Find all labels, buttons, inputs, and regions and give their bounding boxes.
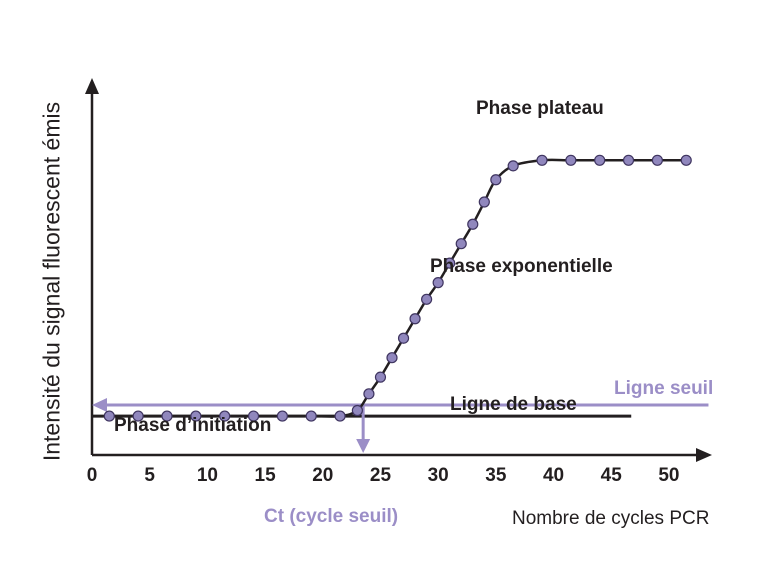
data-point (444, 257, 456, 269)
data-point (305, 410, 317, 422)
data-point (455, 238, 467, 250)
ct-arrow (356, 439, 371, 453)
x-tick-label: 15 (255, 465, 277, 486)
x-tick-label: 25 (370, 465, 392, 486)
data-point (467, 218, 479, 230)
data-point (680, 154, 692, 166)
x-tick-label: 10 (197, 465, 218, 486)
data-point (190, 410, 202, 422)
x-tick-label: 5 (144, 465, 155, 486)
x-tick-label: 20 (312, 465, 333, 486)
data-point (363, 388, 375, 400)
data-point (219, 410, 231, 422)
data-point (351, 404, 363, 417)
data-point (374, 371, 387, 383)
data-point (386, 352, 398, 364)
data-point (247, 410, 260, 422)
data-point (132, 410, 144, 422)
x-tick-label: 50 (658, 465, 679, 486)
x-tick-labels: 0 5 10 15 20 25 30 35 40 45 50 (87, 465, 680, 486)
data-point (478, 196, 490, 208)
data-point (622, 154, 635, 166)
baseline-label: Ligne de base (450, 394, 577, 415)
data-point (507, 160, 519, 172)
x-tick-label: 35 (485, 465, 507, 486)
data-point (490, 174, 502, 186)
data-point (421, 293, 433, 305)
data-point (334, 410, 346, 422)
data-point (409, 313, 421, 325)
data-point (161, 410, 173, 422)
data-point (397, 332, 410, 344)
y-axis-label: Intensité du signal fluorescent émis (38, 101, 65, 462)
x-axis-label: Nombre de cycles PCR (512, 508, 710, 529)
threshold-line (92, 397, 709, 453)
amplification-curve (109, 158, 687, 418)
x-tick-label: 40 (543, 465, 564, 486)
x-tick-label: 0 (87, 465, 98, 486)
data-point (594, 154, 606, 166)
data-points (103, 154, 692, 422)
exponential-phase-label: Phase exponentielle (430, 256, 613, 277)
data-point (536, 154, 548, 166)
data-point (432, 277, 444, 289)
x-tick-label: 30 (428, 465, 449, 486)
initiation-phase-label: Phase d’initiation (114, 415, 272, 436)
threshold-line-label: Ligne seuil (614, 378, 714, 399)
data-point (103, 410, 115, 422)
y-axis-arrow (85, 78, 99, 94)
curve-path (109, 158, 687, 418)
data-point (276, 410, 288, 422)
data-point (565, 154, 577, 166)
axes (85, 78, 712, 462)
x-axis-arrow (696, 448, 712, 462)
ct-label: Ct (cycle seuil) (264, 506, 399, 527)
plateau-phase-label: Phase plateau (476, 98, 604, 119)
x-tick-label: 45 (601, 465, 623, 486)
data-point (651, 154, 663, 166)
threshold-arrow (92, 397, 107, 412)
